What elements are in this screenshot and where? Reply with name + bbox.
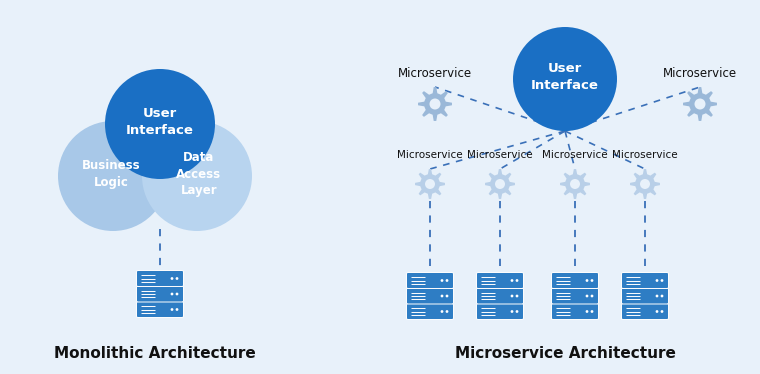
Circle shape <box>445 295 448 297</box>
FancyBboxPatch shape <box>552 303 599 319</box>
Circle shape <box>695 98 705 110</box>
Polygon shape <box>418 87 452 121</box>
Circle shape <box>495 179 505 189</box>
FancyBboxPatch shape <box>407 273 454 288</box>
Circle shape <box>660 295 663 297</box>
Circle shape <box>105 69 215 179</box>
Circle shape <box>142 121 252 231</box>
Circle shape <box>513 27 617 131</box>
FancyBboxPatch shape <box>407 303 454 319</box>
Circle shape <box>586 295 588 297</box>
Circle shape <box>445 279 448 282</box>
Circle shape <box>591 279 594 282</box>
Polygon shape <box>560 169 590 199</box>
Text: Microservice: Microservice <box>663 67 737 80</box>
Text: Microservice: Microservice <box>398 67 472 80</box>
FancyBboxPatch shape <box>477 303 524 319</box>
FancyBboxPatch shape <box>622 288 669 304</box>
Circle shape <box>660 310 663 313</box>
Circle shape <box>170 292 173 295</box>
Text: Microservice: Microservice <box>467 150 533 160</box>
Circle shape <box>586 310 588 313</box>
FancyBboxPatch shape <box>552 273 599 288</box>
Circle shape <box>591 295 594 297</box>
Circle shape <box>515 295 518 297</box>
Circle shape <box>570 179 580 189</box>
Circle shape <box>515 279 518 282</box>
Text: Microservice: Microservice <box>613 150 678 160</box>
Text: Microservice: Microservice <box>542 150 608 160</box>
Circle shape <box>445 310 448 313</box>
FancyBboxPatch shape <box>622 303 669 319</box>
Polygon shape <box>630 169 660 199</box>
Circle shape <box>511 295 514 297</box>
Text: Monolithic Architecture: Monolithic Architecture <box>54 346 256 362</box>
Circle shape <box>425 179 435 189</box>
Text: Data
Access
Layer: Data Access Layer <box>176 151 222 197</box>
Circle shape <box>511 310 514 313</box>
Circle shape <box>170 308 173 311</box>
FancyBboxPatch shape <box>552 288 599 304</box>
Circle shape <box>640 179 650 189</box>
Circle shape <box>656 310 658 313</box>
Circle shape <box>515 310 518 313</box>
Text: User
Interface: User Interface <box>531 62 599 92</box>
Circle shape <box>176 292 179 295</box>
Circle shape <box>656 279 658 282</box>
Circle shape <box>441 279 443 282</box>
Circle shape <box>511 279 514 282</box>
Polygon shape <box>415 169 445 199</box>
Text: Microservice: Microservice <box>397 150 463 160</box>
Circle shape <box>170 277 173 280</box>
FancyBboxPatch shape <box>137 301 183 318</box>
FancyBboxPatch shape <box>622 273 669 288</box>
FancyBboxPatch shape <box>477 273 524 288</box>
FancyBboxPatch shape <box>407 288 454 304</box>
Polygon shape <box>683 87 717 121</box>
Circle shape <box>58 121 168 231</box>
Circle shape <box>656 295 658 297</box>
FancyBboxPatch shape <box>137 270 183 286</box>
Circle shape <box>176 277 179 280</box>
Circle shape <box>591 310 594 313</box>
Circle shape <box>176 308 179 311</box>
Circle shape <box>660 279 663 282</box>
FancyBboxPatch shape <box>137 286 183 302</box>
Circle shape <box>586 279 588 282</box>
Text: Business
Logic: Business Logic <box>81 159 141 189</box>
FancyBboxPatch shape <box>477 288 524 304</box>
Circle shape <box>441 295 443 297</box>
Text: Microservice Architecture: Microservice Architecture <box>454 346 676 362</box>
Circle shape <box>429 98 441 110</box>
Circle shape <box>441 310 443 313</box>
Text: User
Interface: User Interface <box>126 107 194 137</box>
Polygon shape <box>485 169 515 199</box>
